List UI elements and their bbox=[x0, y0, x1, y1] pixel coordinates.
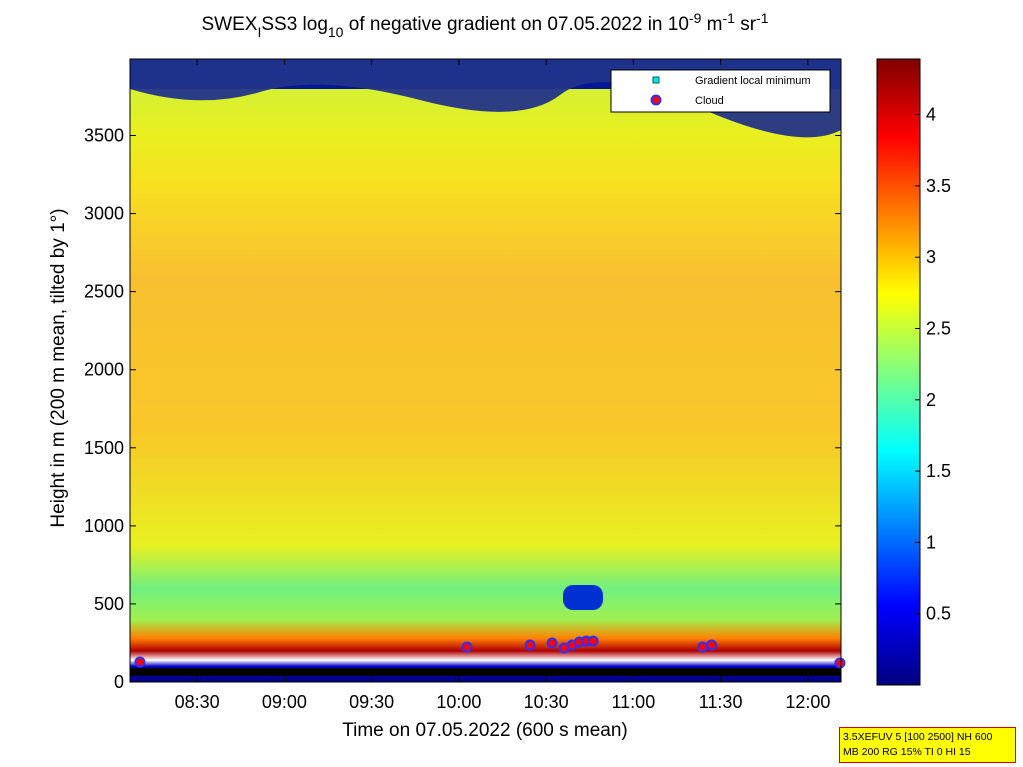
x-tick-label: 11:30 bbox=[699, 692, 743, 712]
y-tick-label: 2000 bbox=[84, 360, 124, 380]
info-box: 3.5XEFUV 5 [100 2500] NH 600 MB 200 RG 1… bbox=[839, 727, 1016, 763]
title-part: 10 bbox=[328, 24, 344, 40]
y-axis-label: Height in m (200 m mean, tilted by 1°) bbox=[48, 208, 69, 527]
colorbar-tick-label: 2 bbox=[926, 390, 936, 410]
title-part: -9 bbox=[689, 10, 702, 26]
y-tick-label: 0 bbox=[114, 672, 124, 692]
colorbar-tick-label: 0.5 bbox=[926, 604, 951, 624]
info-line: MB 200 RG 15% TI 0 HI 15 bbox=[843, 746, 971, 758]
cloud-point bbox=[697, 641, 709, 653]
y-tick-label: 2500 bbox=[84, 282, 124, 302]
title-part: SWEX bbox=[202, 14, 258, 35]
plot-frame bbox=[129, 58, 842, 683]
y-tick-label: 3500 bbox=[84, 126, 124, 146]
x-tick-label: 10:30 bbox=[524, 692, 569, 712]
cloud-point bbox=[587, 635, 599, 647]
y-tick-label: 1000 bbox=[84, 516, 124, 536]
colorbar-tick-label: 4 bbox=[926, 105, 936, 125]
x-axis-label: Time on 07.05.2022 (600 s mean) bbox=[342, 720, 628, 741]
heatmap-top-patch bbox=[130, 82, 841, 138]
legend: Gradient local minimum Cloud bbox=[610, 69, 831, 113]
cloud-point bbox=[524, 639, 536, 651]
x-tick-label: 09:30 bbox=[349, 692, 394, 712]
axes: 0 500 1000 1500 2000 2500 3000 3500 08:30 09:00 09… bbox=[84, 59, 846, 712]
y-tick-label: 500 bbox=[94, 594, 124, 614]
y-tick-label: 1500 bbox=[84, 438, 124, 458]
info-line: 3.5XEFUV 5 [100 2500] NH 600 bbox=[843, 731, 993, 743]
legend-box bbox=[610, 69, 831, 113]
minimum-point bbox=[652, 76, 660, 84]
colorbar-tick-label: 1 bbox=[926, 532, 936, 552]
heatmap-field bbox=[130, 59, 841, 682]
cloud-point bbox=[834, 657, 846, 669]
cloud-point bbox=[461, 641, 473, 653]
title-part: of negative gradient on 07.05.2022 in 10 bbox=[343, 14, 688, 35]
title-part: SS3 log bbox=[261, 14, 328, 35]
colorbar-tick-label: 3.5 bbox=[926, 176, 951, 196]
title-part: -1 bbox=[722, 10, 735, 26]
title-part: I bbox=[257, 24, 261, 40]
heatmap-ground bbox=[130, 668, 841, 676]
heatmap bbox=[130, 59, 841, 682]
cloud-point bbox=[706, 639, 718, 651]
x-tick-label: 11:00 bbox=[612, 692, 656, 712]
colorbar-tick-label: 3 bbox=[926, 247, 936, 267]
colorbar: 0.5 1 1.5 2 2.5 3 3.5 4 bbox=[876, 58, 951, 686]
title-part: m bbox=[701, 14, 722, 35]
title-part: sr bbox=[735, 14, 757, 35]
y-tick-label: 3000 bbox=[84, 204, 124, 224]
x-tick-label: 10:00 bbox=[436, 692, 481, 712]
title-part: -1 bbox=[756, 10, 769, 26]
cloud-point bbox=[650, 94, 662, 106]
x-tick-label: 09:00 bbox=[262, 692, 307, 712]
heatmap-patch bbox=[563, 585, 603, 610]
legend-label: Cloud bbox=[695, 95, 724, 107]
cloud-point bbox=[134, 656, 146, 668]
x-tick-label: 08:30 bbox=[175, 692, 220, 712]
colorbar-gradient bbox=[876, 58, 921, 686]
colorbar-tick-label: 2.5 bbox=[926, 319, 951, 339]
chart-title: SWEXISS3 log10 of negative gradient on 0… bbox=[202, 10, 769, 40]
colorbar-tick-label: 1.5 bbox=[926, 461, 951, 481]
cloud-point bbox=[546, 637, 558, 649]
x-tick-label: 12:00 bbox=[785, 692, 830, 712]
legend-label: Gradient local minimum bbox=[695, 75, 811, 87]
